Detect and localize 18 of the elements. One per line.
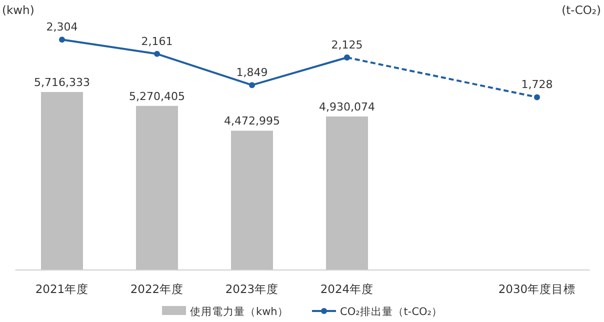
x-tick-label: 2021年度 (35, 282, 89, 296)
data-label: 1,728 (521, 78, 553, 92)
data-label: 4,472,995 (224, 114, 280, 128)
data-label: 2,161 (141, 34, 173, 48)
data-label: 2,125 (331, 38, 363, 52)
annotation: (kwh) (2, 3, 34, 17)
data-label: 5,270,405 (129, 90, 185, 103)
data-label: 4,930,074 (319, 100, 375, 114)
x-tick-label: 2023年度 (225, 282, 279, 296)
x-tick-label: 2024年度 (320, 282, 374, 296)
data-label: 2,304 (46, 20, 78, 34)
legend-label: 使用電力量（kwh） (190, 305, 288, 318)
data-label: 5,716,333 (34, 76, 90, 90)
legend-label: CO₂排出量（t-CO₂） (340, 305, 443, 318)
annotation: (t-CO₂) (562, 3, 601, 17)
x-tick-label: 2030年度目標 (498, 282, 576, 296)
data-label: 1,849 (236, 66, 268, 80)
x-tick-label: 2022年度 (130, 282, 184, 296)
